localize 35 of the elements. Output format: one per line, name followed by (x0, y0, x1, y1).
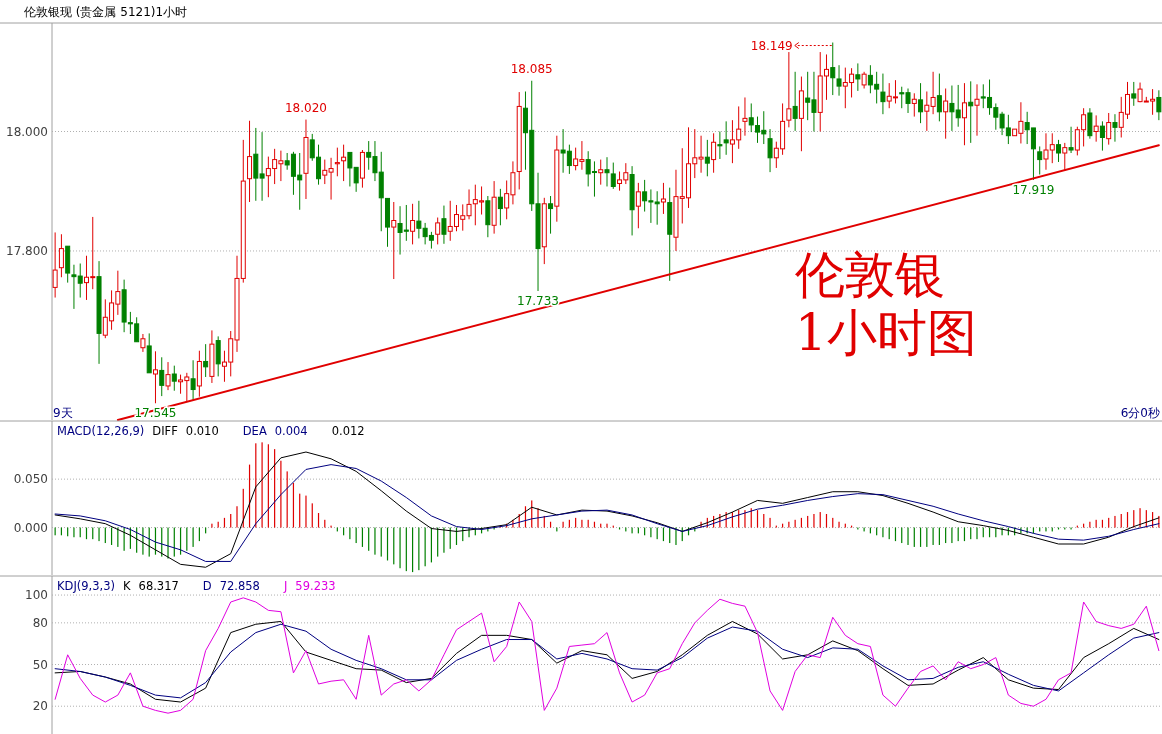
annotation: 17.545 (134, 406, 177, 421)
chart-title: KDJ(9,3,3) (57, 579, 116, 593)
y-tick-label: 20 (32, 699, 48, 714)
annotation: 18.020 (284, 100, 327, 115)
annotation: 伦敦银 (795, 246, 945, 304)
text: D (202, 579, 212, 593)
line-series (54, 451, 1160, 568)
annotation: 17.733 (517, 293, 560, 308)
annotation: 72.858 (219, 579, 260, 593)
y-tick-label: 80 (32, 615, 48, 630)
annotation: 18.149 (750, 38, 793, 53)
chart-title: MACD(12,26,9) (57, 424, 145, 438)
y-tick-label: 17.800 (6, 243, 48, 258)
y-tick-label: 18.000 (6, 124, 48, 139)
annotation: 59.233 (295, 579, 336, 593)
annotation: 0.004 (274, 424, 308, 438)
chart-title: 伦敦银现 (贵金属 5121)1小时 (24, 5, 188, 19)
annotation: 68.317 (138, 579, 179, 593)
annotation: 9天 (53, 406, 73, 420)
y-tick-label: 50 (32, 657, 48, 672)
annotation: 17.919 (1012, 182, 1055, 197)
y-tick-label: 0.000 (13, 520, 48, 535)
line-series (54, 464, 1160, 562)
line-series (54, 597, 1160, 714)
series-label: J (282, 579, 288, 593)
text: DIFF (152, 424, 178, 438)
annotation: 6分0秒 (1120, 406, 1160, 420)
annotation: 0.010 (185, 424, 219, 438)
text: K (123, 579, 132, 593)
text: DEA (242, 424, 267, 438)
annotation: 18.085 (510, 61, 553, 76)
annotation: 1小时图 (795, 304, 977, 362)
y-tick-label: 100 (25, 588, 48, 603)
y-tick-label: 0.050 (13, 472, 48, 487)
annotation: 0.012 (331, 424, 365, 438)
